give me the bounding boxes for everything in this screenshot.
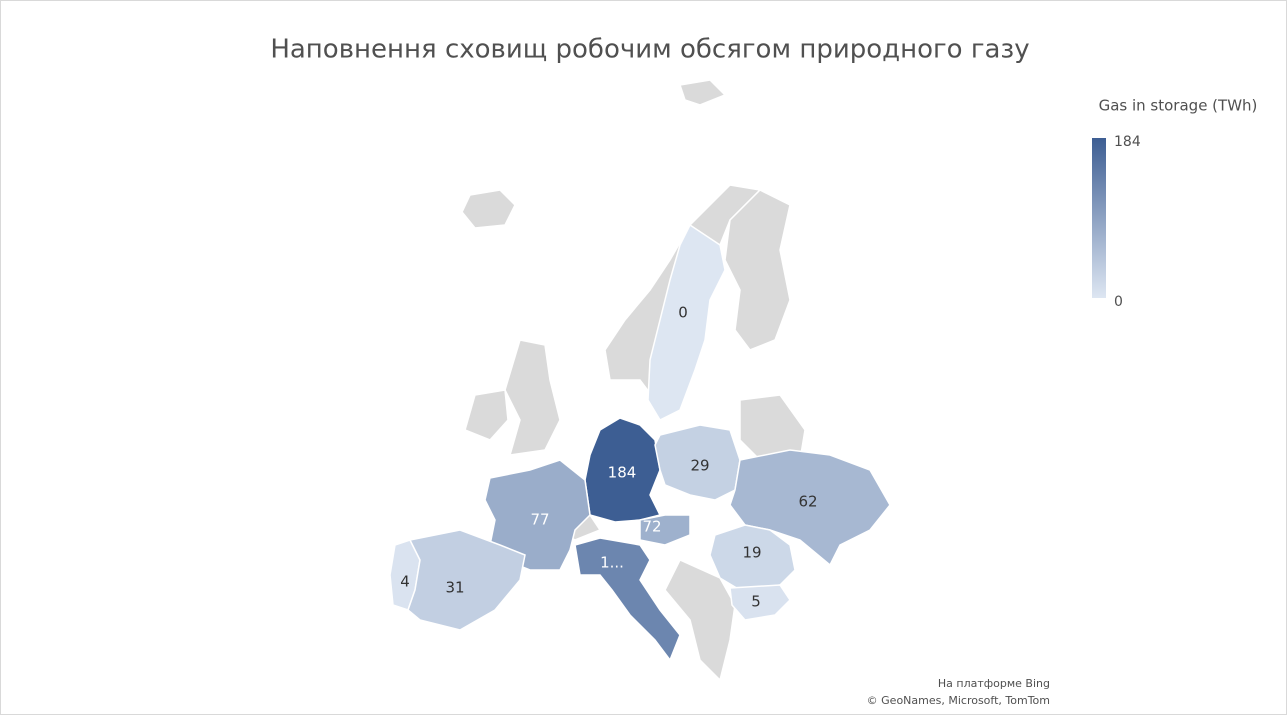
region [574, 537, 681, 662]
region-label: 31 [445, 579, 464, 597]
chart-title: Наповнення сховищ робочим обсягом природ… [270, 35, 1029, 65]
region-label: 77 [530, 511, 549, 529]
scale-tick-label: 0 [1114, 294, 1123, 310]
scale-tick-label: 184 [1114, 134, 1141, 150]
region-label: 72 [642, 518, 661, 536]
region [654, 424, 741, 501]
region [639, 514, 691, 546]
region-label: 19 [742, 544, 761, 562]
region-label: 29 [690, 457, 709, 475]
region-label: 0 [678, 304, 688, 322]
attribution: На платформе Bing [938, 677, 1050, 690]
region-label: 5 [751, 593, 761, 611]
region-label: 4 [400, 573, 410, 591]
region-label: 62 [798, 493, 817, 511]
region-label: 184 [608, 464, 637, 482]
region [484, 459, 591, 571]
region [709, 524, 796, 591]
region [407, 529, 526, 631]
color-scale [1092, 138, 1106, 298]
region [729, 584, 791, 621]
legend-title: Gas in storage (TWh) [1099, 97, 1258, 115]
regions: 0 184 29 62 77 72 1... 19 5 4 31 [389, 223, 891, 662]
region-label: 1... [600, 554, 624, 572]
region [729, 449, 891, 567]
attribution: © GeoNames, Microsoft, TomTom [867, 694, 1050, 707]
region [647, 223, 726, 421]
